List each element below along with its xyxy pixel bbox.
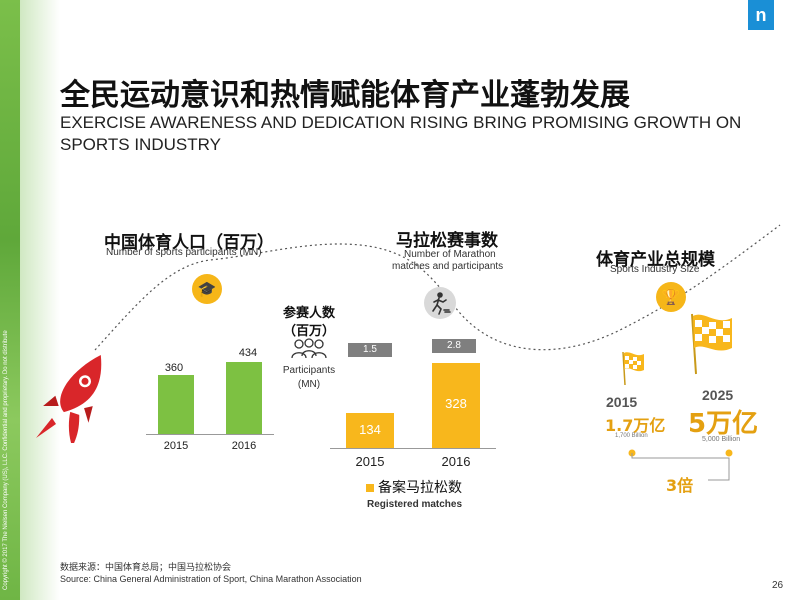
industry-value-2015-cn: 1.7万亿 bbox=[605, 416, 666, 435]
marathon-bar-value-2015: 134 bbox=[359, 422, 381, 437]
bar-marathon-2015 bbox=[346, 413, 394, 448]
trophy-icon: 🏆 bbox=[656, 282, 686, 312]
industry-value-2015-en: 1,700 Billion bbox=[615, 433, 648, 439]
bar-sports-participants-2015 bbox=[158, 375, 194, 434]
industry-multiplier: 3倍 bbox=[666, 476, 694, 495]
large-checkered-flag-icon bbox=[691, 313, 732, 375]
page-title-en: EXERCISE AWARENESS AND DEDICATION RISING… bbox=[60, 113, 742, 154]
rocket-icon bbox=[36, 354, 102, 443]
page-number: 26 bbox=[772, 580, 784, 591]
participants-unit-cn: （百万） bbox=[282, 324, 335, 339]
industry-year-2015: 2015 bbox=[606, 394, 638, 410]
small-checkered-flag-icon bbox=[622, 351, 644, 386]
marathon-heading-cn: 马拉松赛事数 bbox=[396, 231, 498, 251]
green-grass-edge bbox=[0, 0, 20, 600]
legend-swatch-registered bbox=[366, 484, 374, 492]
runner-icon bbox=[424, 287, 456, 319]
bar-sports-participants-2016 bbox=[226, 362, 262, 434]
legend-registered-en: Registered matches bbox=[367, 499, 463, 510]
industry-value-2025-cn: 5万亿 bbox=[688, 409, 759, 439]
people-group-icon bbox=[291, 338, 327, 359]
marathon-heading-en-line1: Number of Marathon bbox=[404, 249, 496, 260]
industry-heading-en: Sports Industry Size bbox=[610, 264, 700, 275]
sports-participants-heading-en: Number of sports participants (MN) bbox=[106, 247, 262, 258]
source-en: Source: China General Administration of … bbox=[60, 574, 362, 584]
marathon-year-2015: 2015 bbox=[355, 454, 385, 469]
nielsen-logo: n bbox=[748, 0, 774, 30]
sports-participants-axis bbox=[146, 434, 274, 435]
industry-heading-cn: 体育产业总规模 bbox=[596, 250, 715, 270]
marathon-year-2016: 2016 bbox=[441, 454, 471, 469]
industry-year-2025: 2025 bbox=[702, 387, 734, 403]
sports-participants-heading-cn: 中国体育人口（百万） bbox=[104, 233, 274, 253]
graduation-cap-icon: 🎓 bbox=[192, 274, 222, 304]
year-label-2016: 2016 bbox=[231, 440, 257, 452]
page-title-cn: 全民运动意识和热情赋能体育产业蓬勃发展 bbox=[60, 78, 630, 113]
marathon-bar-value-2016: 328 bbox=[445, 396, 467, 411]
participants-tag-2015: 1.5 bbox=[348, 343, 392, 357]
year-label-2015: 2015 bbox=[163, 440, 189, 452]
marathon-axis bbox=[330, 448, 496, 449]
participants-label-cn: 参赛人数 bbox=[282, 306, 335, 321]
bar-value-2016: 434 bbox=[238, 347, 258, 359]
participants-label-en: Participants bbox=[282, 365, 336, 376]
participants-unit-en: (MN) bbox=[297, 379, 321, 390]
marathon-heading-en-line2: matches and participants bbox=[392, 261, 504, 272]
bar-marathon-2016 bbox=[432, 363, 480, 448]
bar-value-2015: 360 bbox=[164, 362, 184, 374]
participants-tag-2016: 2.8 bbox=[432, 339, 476, 353]
green-edge-fade bbox=[20, 0, 60, 600]
legend-registered-cn: 备案马拉松数 bbox=[378, 480, 462, 496]
multiplier-connector bbox=[628, 449, 733, 481]
source-cn: 数据来源：中国体育总局；中国马拉松协会 bbox=[60, 562, 232, 572]
industry-value-2025-en: 5,000 Billion bbox=[702, 436, 741, 443]
